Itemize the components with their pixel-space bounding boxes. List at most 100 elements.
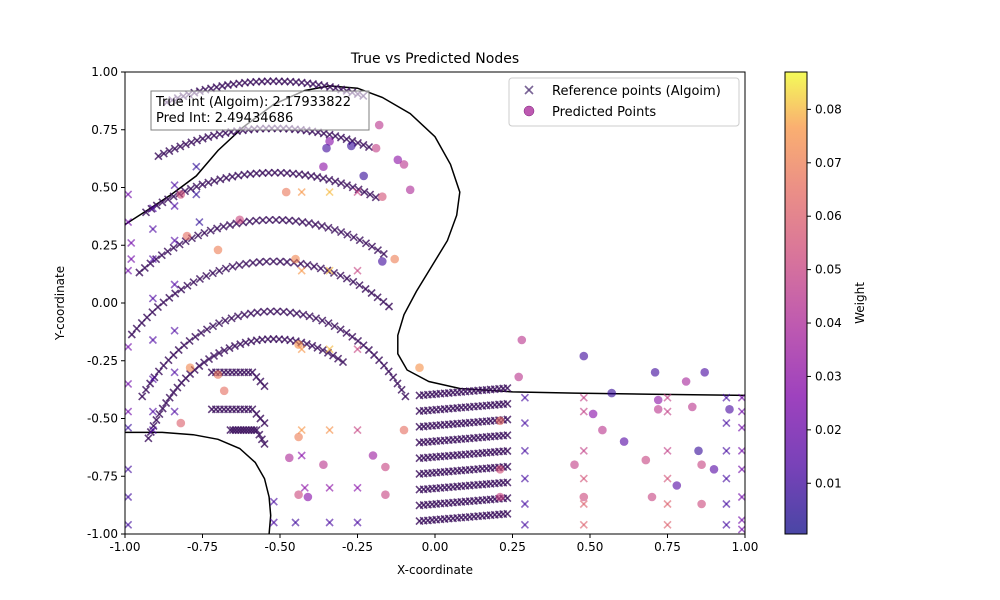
predicted-point [176, 190, 186, 199]
reference-point [276, 168, 285, 177]
colorbar-tick-label: 0.05 [815, 263, 842, 277]
reference-point [221, 316, 230, 325]
reference-point [260, 439, 269, 448]
x-tick-label: 0.75 [654, 540, 681, 554]
reference-points-extra-layer [125, 162, 745, 534]
reference-point [360, 187, 369, 197]
predicted-point [294, 340, 303, 349]
reference-point [253, 308, 262, 317]
reference-point [737, 492, 745, 502]
predicted-point [653, 395, 663, 405]
predicted-point [378, 257, 387, 266]
predicted-point [381, 490, 390, 500]
reference-point [125, 407, 133, 416]
reference-point [155, 410, 164, 419]
reference-point [198, 134, 207, 143]
x-tick-label: -1.00 [109, 540, 140, 554]
colorbar-tick-label: 0.04 [815, 316, 842, 330]
reference-point [271, 215, 281, 224]
predicted-point [319, 162, 328, 171]
predicted-point [359, 171, 369, 181]
predicted-point [495, 416, 505, 426]
reference-point [221, 129, 230, 138]
reference-point [125, 492, 133, 502]
reference-point [342, 181, 352, 190]
predicted-point [495, 465, 505, 474]
reference-point [393, 379, 402, 388]
reference-point [364, 143, 374, 152]
x-tick-label: -0.25 [342, 540, 373, 554]
reference-point [170, 181, 179, 190]
reference-point [342, 328, 351, 337]
reference-point [148, 335, 157, 345]
predicted-point [325, 137, 334, 146]
x-axis-title: X-coordinate [397, 563, 473, 577]
reference-point [215, 348, 224, 358]
boundary-curve-lower [125, 431, 272, 534]
reference-point [175, 240, 184, 249]
colorbar-gradient [785, 72, 807, 534]
reference-point [170, 326, 179, 335]
reference-point [318, 346, 327, 355]
predicted-point [579, 351, 589, 361]
reference-point [269, 257, 278, 266]
reference-point [336, 271, 345, 280]
reference-point [125, 342, 133, 351]
reference-point [325, 266, 334, 275]
annotation-true-int: True int (Algoim): 2.17933822 [155, 95, 351, 110]
predicted-point [694, 446, 703, 456]
predicted-point [588, 409, 598, 419]
plot-area [124, 71, 746, 535]
predicted-point [641, 455, 651, 465]
reference-point [183, 281, 192, 290]
reference-point [195, 274, 204, 283]
reference-point [169, 243, 178, 252]
reference-point [245, 217, 254, 226]
reference-point [270, 168, 279, 177]
reference-point [325, 426, 334, 435]
reference-point [210, 176, 219, 185]
reference-point [348, 332, 357, 341]
reference-point [125, 520, 133, 529]
reference-point [316, 264, 325, 273]
predicted-point [374, 120, 384, 130]
reference-point [503, 384, 512, 393]
reference-point [286, 308, 295, 317]
reference-point [260, 419, 269, 428]
reference-point [285, 216, 294, 225]
reference-point [349, 277, 358, 286]
reference-point [197, 328, 206, 337]
reference-point [336, 325, 345, 334]
reference-point [228, 262, 237, 271]
reference-point [187, 138, 196, 147]
reference-point [325, 188, 334, 197]
reference-point [200, 228, 209, 237]
y-tick-label: 0.25 [91, 238, 118, 252]
reference-point [359, 140, 368, 149]
reference-point [737, 446, 745, 455]
predicted-point [709, 465, 719, 474]
predicted-point [697, 460, 706, 470]
reference-point [276, 257, 285, 266]
reference-point [379, 297, 388, 306]
reference-point [225, 344, 234, 353]
predicted-point [405, 185, 415, 195]
reference-point [503, 415, 512, 424]
y-axis-ticks: -1.00 -0.75 -0.50 -0.25 0.00 0.25 0.50 0.75 1.00 [87, 65, 125, 541]
reference-point [310, 262, 319, 271]
colorbar-tick-label: 0.08 [815, 102, 842, 116]
reference-point [579, 407, 588, 416]
reference-point [342, 135, 351, 144]
reference-point [192, 136, 202, 145]
reference-point [225, 220, 235, 230]
reference-point [297, 266, 306, 275]
reference-point [324, 319, 333, 328]
reference-point [170, 144, 179, 153]
predicted-point [399, 160, 409, 169]
reference-point [331, 132, 340, 141]
predicted-point [681, 377, 691, 386]
reference-point [158, 404, 167, 413]
reference-point [389, 373, 398, 382]
colorbar-tick-label: 0.07 [815, 156, 842, 170]
predicted-point [619, 437, 629, 446]
